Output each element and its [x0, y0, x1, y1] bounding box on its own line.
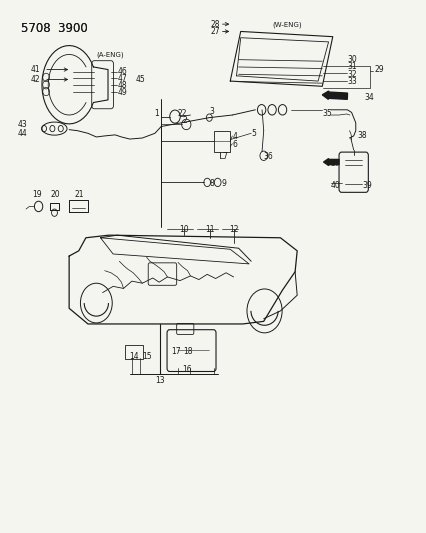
Text: (W-ENG): (W-ENG)	[271, 22, 301, 28]
Text: 31: 31	[347, 62, 356, 71]
Text: 19: 19	[32, 190, 42, 199]
Text: 17: 17	[171, 347, 181, 356]
Text: 12: 12	[228, 225, 238, 235]
Text: 5: 5	[250, 129, 256, 138]
Text: 38: 38	[357, 132, 367, 140]
Text: 33: 33	[347, 77, 356, 86]
Text: 6: 6	[232, 140, 237, 149]
Text: 15: 15	[142, 352, 152, 361]
Bar	[213, 131, 230, 151]
Text: 22: 22	[178, 109, 187, 118]
Text: (A-ENG): (A-ENG)	[96, 52, 124, 58]
Text: 46: 46	[117, 67, 127, 76]
Text: 39: 39	[361, 181, 371, 190]
Text: 16: 16	[182, 366, 191, 374]
Text: 49: 49	[117, 87, 127, 96]
Text: 14: 14	[129, 352, 138, 361]
Text: 36: 36	[263, 152, 273, 161]
Text: 37: 37	[330, 159, 340, 167]
Text: 2: 2	[182, 116, 187, 125]
Text: 44: 44	[17, 129, 27, 138]
Text: 32: 32	[347, 70, 356, 79]
Text: 13: 13	[155, 376, 164, 385]
Text: 20: 20	[50, 190, 60, 199]
Text: 41: 41	[30, 65, 40, 74]
Text: 10: 10	[179, 225, 189, 235]
Text: 18: 18	[183, 347, 193, 356]
Text: 40: 40	[330, 181, 340, 190]
Text: 45: 45	[136, 75, 146, 84]
Text: 9: 9	[221, 180, 225, 189]
Text: 29: 29	[374, 64, 383, 74]
Text: 35: 35	[322, 109, 331, 118]
Text: 47: 47	[117, 74, 127, 83]
Text: 27: 27	[210, 27, 219, 36]
Text: 48: 48	[117, 80, 127, 90]
Text: 5708  3900: 5708 3900	[21, 22, 88, 35]
Text: 42: 42	[30, 75, 40, 84]
Text: 8: 8	[209, 180, 213, 189]
Text: 30: 30	[347, 55, 356, 64]
Text: 34: 34	[363, 93, 373, 102]
Text: 28: 28	[210, 20, 219, 29]
Text: 5708  3900: 5708 3900	[21, 22, 88, 35]
FancyArrow shape	[322, 91, 347, 99]
FancyArrow shape	[323, 159, 338, 165]
Text: 1: 1	[154, 109, 159, 118]
Text: 4: 4	[232, 133, 237, 141]
Text: 21: 21	[74, 190, 83, 199]
Text: 11: 11	[205, 225, 214, 235]
Text: 3: 3	[209, 107, 214, 116]
Text: 7: 7	[222, 152, 226, 161]
Text: 43: 43	[17, 120, 27, 129]
